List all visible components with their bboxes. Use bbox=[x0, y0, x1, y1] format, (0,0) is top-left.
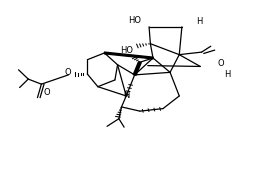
Text: H: H bbox=[196, 17, 203, 26]
Text: O: O bbox=[217, 59, 224, 68]
Text: O: O bbox=[64, 68, 71, 77]
Polygon shape bbox=[133, 62, 141, 75]
Text: HO: HO bbox=[128, 16, 141, 26]
Text: O: O bbox=[43, 88, 50, 97]
Text: H: H bbox=[224, 70, 231, 79]
Polygon shape bbox=[104, 52, 153, 59]
Text: HO: HO bbox=[120, 46, 133, 55]
Text: N: N bbox=[123, 91, 129, 100]
